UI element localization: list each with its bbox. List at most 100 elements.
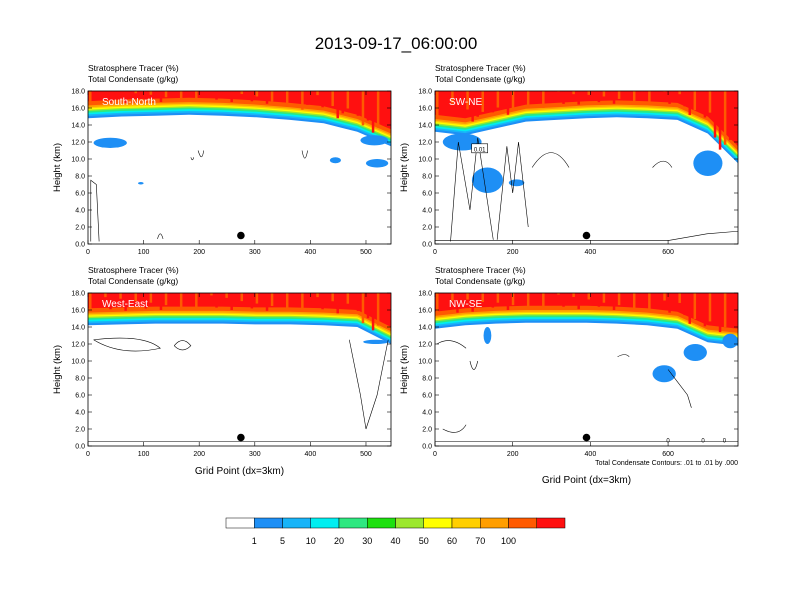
tracer-streak [220, 91, 223, 95]
x-tick-label: 100 [138, 249, 150, 256]
tracer-blob [93, 137, 127, 148]
x-tick-label: 400 [305, 249, 317, 256]
contour-small-label: 0 [701, 439, 705, 445]
y-tick-label: 10.0 [418, 157, 432, 164]
tracer-streak [265, 91, 269, 104]
condensate-contour [496, 141, 529, 240]
tracer-streak [663, 293, 666, 301]
tracer-streak [351, 293, 355, 299]
tracer-streak [597, 293, 601, 307]
plot-frame [434, 292, 739, 447]
tracer-streak [703, 91, 707, 118]
contour-note: Total Condensate Contours: .01 to .01 by… [595, 460, 738, 467]
colorbar-label: 70 [475, 536, 485, 546]
tracer-streak [441, 293, 444, 311]
tracer-streak [678, 293, 681, 303]
y-tick-label: 16.0 [71, 106, 85, 113]
tracer-blob [693, 150, 723, 176]
tracer-streak [562, 293, 565, 307]
y-tick-label: 16.0 [418, 308, 432, 315]
tracer-streak [718, 293, 722, 333]
tracer-streak [607, 293, 611, 298]
panel-sw-ne: 0.01 SW-NE Stratosphere Tracer (%)Total Co… [399, 63, 739, 256]
colorbar-label: 40 [390, 536, 400, 546]
condensate-contour [652, 160, 673, 168]
tracer-streak [728, 91, 732, 140]
condensate-contour [190, 157, 194, 161]
y-tick-label: 16.0 [71, 308, 85, 315]
x-tick-label: 500 [360, 451, 372, 458]
tracer-streak [693, 293, 697, 319]
tracer-streak [331, 293, 334, 302]
x-tick-label: 500 [360, 249, 372, 256]
colorbar-swatch [423, 517, 453, 529]
tracer-streak [296, 91, 299, 95]
tracer-streak [537, 293, 540, 298]
x-tick-label: 600 [662, 249, 674, 256]
tracer-streak [683, 91, 686, 107]
tracer-blob [683, 344, 707, 361]
tracer-streak [557, 293, 560, 295]
tracer-streak [321, 293, 324, 310]
tracer-streak [436, 293, 439, 316]
tracer-streak [506, 91, 510, 115]
x-tick-label: 300 [249, 249, 261, 256]
tracer-streak [617, 293, 621, 306]
y-tick-label: 6.0 [422, 191, 432, 198]
tracer-streak [301, 91, 304, 110]
figure-title: 2013-09-17_06:00:00 [315, 34, 478, 53]
tracer-streak [331, 91, 334, 107]
tracer-streak [215, 91, 218, 100]
tracer-streak [653, 91, 656, 100]
colorbar-swatch [225, 517, 255, 529]
tracer-blob [471, 167, 503, 193]
y-tick-label: 0.0 [422, 444, 432, 451]
colorbar-label: 60 [447, 536, 457, 546]
tracer-streak [456, 293, 459, 313]
y-axis-label: Height (km) [52, 143, 63, 192]
tracer-streak [235, 91, 238, 98]
y-tick-label: 14.0 [71, 123, 85, 130]
tracer-streak [456, 91, 459, 116]
tracer-band-100 [88, 293, 391, 327]
tracer-streak [280, 293, 284, 297]
colorbar-swatch [480, 517, 509, 529]
plot-area: 0 0 0 [435, 293, 738, 446]
header-condensate: Total Condensate (g/kg) [435, 74, 525, 84]
y-tick-label: 12.0 [71, 342, 85, 349]
tracer-streak [476, 293, 479, 307]
tracer-streak [547, 293, 550, 305]
header-tracer: Stratosphere Tracer (%) [88, 265, 179, 275]
location-marker [582, 433, 591, 442]
x-tick-label: 0 [86, 451, 90, 458]
condensate-contour [349, 339, 389, 430]
tracer-streak [718, 91, 722, 150]
tracer-blob [508, 179, 525, 187]
tracer-streak [139, 293, 143, 297]
tracer-streak [673, 293, 676, 308]
tracer-streak [698, 293, 702, 315]
colorbar-label: 50 [419, 536, 429, 546]
condensate-contour [93, 337, 161, 352]
colorbar-swatch [282, 517, 311, 529]
tracer-band-100 [88, 91, 391, 130]
tracer-streak [708, 91, 712, 113]
tracer-blob [722, 333, 738, 349]
y-tick-label: 8.0 [75, 174, 85, 181]
contour-small-label: 0 [666, 439, 670, 445]
tracer-streak [129, 293, 132, 306]
colorbar-swatch [451, 517, 481, 529]
tracer-streak [622, 91, 626, 95]
y-tick-label: 12.0 [71, 140, 85, 147]
colorbar-label: 5 [280, 536, 285, 546]
tracer-streak [688, 293, 692, 324]
y-tick-label: 16.0 [418, 106, 432, 113]
condensate-contour [301, 150, 308, 159]
tracer-streak [516, 91, 520, 106]
colorbar-swatch [508, 517, 537, 529]
tracer-streak [291, 91, 294, 100]
tracer-streak [184, 293, 188, 303]
tracer-streak [336, 91, 339, 119]
tracer-streak [728, 293, 732, 323]
